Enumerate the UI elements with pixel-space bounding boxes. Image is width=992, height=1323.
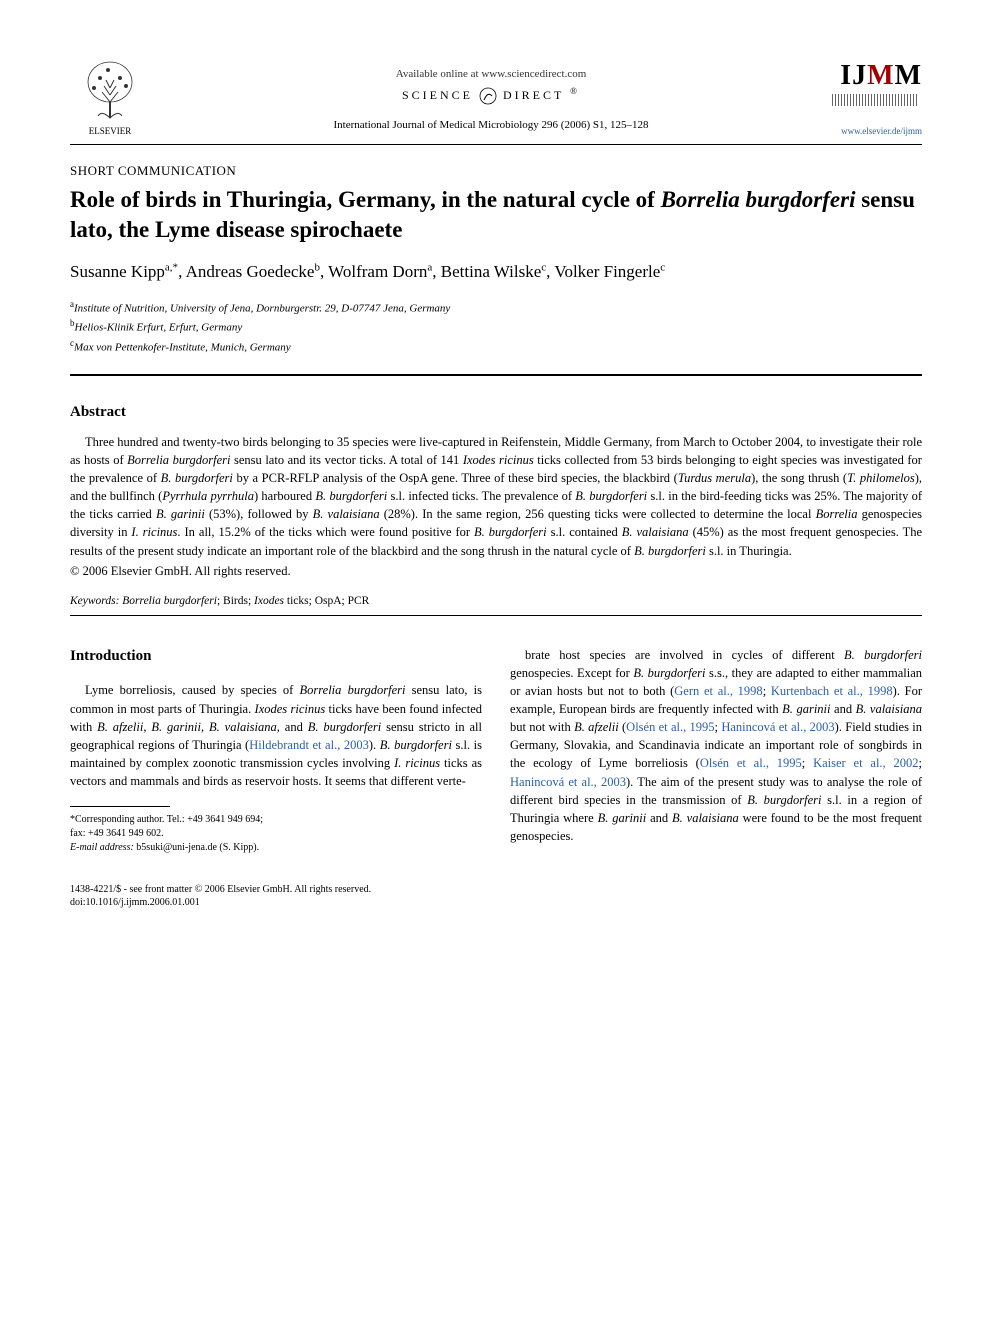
abstract-body: Three hundred and twenty-two birds belon…	[70, 433, 922, 560]
article-title: Role of birds in Thuringia, Germany, in …	[70, 185, 922, 245]
post-abstract-divider	[70, 615, 922, 616]
abstract-copyright: © 2006 Elsevier GmbH. All rights reserve…	[70, 564, 922, 579]
science-direct-logo: SCIENCE DIRECT ®	[150, 86, 832, 105]
ijmm-stripe-icon	[832, 94, 918, 106]
footnote-email-label: E-mail address:	[70, 842, 134, 853]
elsevier-label: ELSEVIER	[70, 126, 150, 136]
title-italic: Borrelia burgdorferi	[661, 187, 856, 212]
header-divider	[70, 144, 922, 145]
footnote-tel: *Corresponding author. Tel.: +49 3641 94…	[70, 813, 482, 827]
available-online-text: Available online at www.sciencedirect.co…	[150, 68, 832, 80]
header-center: Available online at www.sciencedirect.co…	[150, 60, 832, 131]
affiliation-b: bHelios-Klinik Erfurt, Erfurt, Germany	[70, 317, 922, 336]
keywords-line: Keywords: Borrelia burgdorferi; Birds; I…	[70, 595, 922, 607]
footnote-email-value: b5suki@uni-jena.de (S. Kipp).	[134, 842, 259, 853]
introduction-heading: Introduction	[70, 646, 482, 668]
sd-swirl-icon	[479, 87, 497, 105]
ijmm-link[interactable]: www.elsevier.de/ijmm	[832, 126, 922, 136]
footer-block: 1438-4221/$ - see front matter © 2006 El…	[70, 883, 922, 909]
elsevier-tree-icon	[80, 60, 140, 120]
abstract-heading: Abstract	[70, 404, 922, 421]
sd-word1: SCIENCE	[402, 88, 473, 102]
article-type: SHORT COMMUNICATION	[70, 163, 922, 179]
authors-line: Susanne Kippa,*, Andreas Goedeckeb, Wolf…	[70, 259, 922, 285]
sd-word2: DIRECT	[503, 88, 564, 102]
title-part1: Role of birds in Thuringia, Germany, in …	[70, 187, 661, 212]
footnote-divider	[70, 806, 170, 807]
intro-para-right: brate host species are involved in cycle…	[510, 646, 922, 845]
ijmm-logo-block: IJMM www.elsevier.de/ijmm	[832, 60, 922, 136]
footnote-email: E-mail address: b5suki@uni-jena.de (S. K…	[70, 841, 482, 855]
affiliation-c: cMax von Pettenkofer-Institute, Munich, …	[70, 337, 922, 356]
elsevier-logo: ELSEVIER	[70, 60, 150, 136]
keywords-label: Keywords:	[70, 595, 119, 607]
intro-para-left: Lyme borreliosis, caused by species of B…	[70, 681, 482, 790]
two-column-body: Introduction Lyme borreliosis, caused by…	[70, 646, 922, 856]
footer-doi: doi:10.1016/j.ijmm.2006.01.001	[70, 896, 922, 909]
column-left: Introduction Lyme borreliosis, caused by…	[70, 646, 482, 856]
footer-issn: 1438-4221/$ - see front matter © 2006 El…	[70, 883, 922, 896]
footnote-fax: fax: +49 3641 949 602.	[70, 827, 482, 841]
column-right: brate host species are involved in cycle…	[510, 646, 922, 856]
affiliation-a: aInstitute of Nutrition, University of J…	[70, 298, 922, 317]
pre-abstract-divider	[70, 374, 922, 376]
header-row: ELSEVIER Available online at www.science…	[70, 60, 922, 136]
journal-reference: International Journal of Medical Microbi…	[150, 119, 832, 131]
ijmm-text: IJMM	[832, 60, 922, 92]
corresponding-author-footnote: *Corresponding author. Tel.: +49 3641 94…	[70, 813, 482, 855]
keywords-value: Borrelia burgdorferi; Birds; Ixodes tick…	[119, 595, 369, 607]
affiliations-block: aInstitute of Nutrition, University of J…	[70, 298, 922, 355]
